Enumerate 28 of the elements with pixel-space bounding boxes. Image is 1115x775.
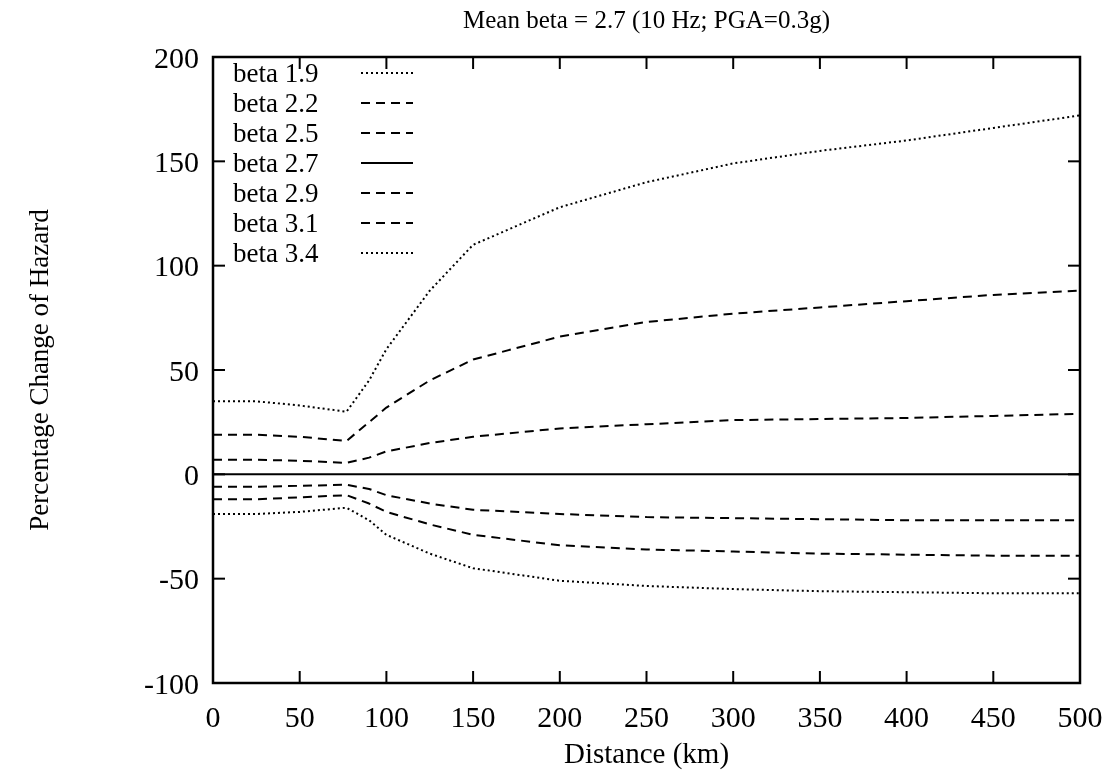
y-tick-label: 200 (154, 40, 199, 74)
x-tick-label: 300 (710, 700, 756, 733)
x-axis-title: Distance (km) (563, 737, 730, 770)
x-tick-label: 50 (284, 700, 315, 733)
x-tick-label: 350 (797, 700, 843, 733)
legend-label: beta 2.5 (233, 118, 319, 148)
legend-label: beta 2.9 (233, 178, 319, 208)
y-tick-label: -50 (159, 562, 199, 596)
y-tick-label: 100 (154, 249, 199, 283)
legend-label: beta 3.4 (233, 238, 319, 268)
legend-label: beta 2.7 (233, 148, 319, 178)
y-tick-label: 50 (169, 353, 199, 387)
x-tick-label: 150 (450, 700, 496, 733)
y-tick-label: 150 (154, 144, 199, 178)
chart-title: Mean beta = 2.7 (10 Hz; PGA=0.3g) (462, 6, 831, 34)
x-tick-label: 450 (970, 700, 1016, 733)
legend-label: beta 3.1 (233, 208, 319, 238)
x-tick-label: 500 (1057, 700, 1103, 733)
x-tick-label: 100 (363, 700, 409, 733)
x-tick-label: 200 (537, 700, 583, 733)
y-tick-label: 0 (184, 457, 199, 491)
x-tick-label: 0 (205, 700, 221, 733)
y-tick-label: -100 (144, 666, 199, 700)
y-axis-title: Percentage Change of Hazard (24, 208, 54, 531)
x-tick-label: 400 (884, 700, 930, 733)
legend-label: beta 2.2 (233, 88, 319, 118)
x-tick-label: 250 (624, 700, 669, 733)
legend-label: beta 1.9 (233, 58, 319, 88)
